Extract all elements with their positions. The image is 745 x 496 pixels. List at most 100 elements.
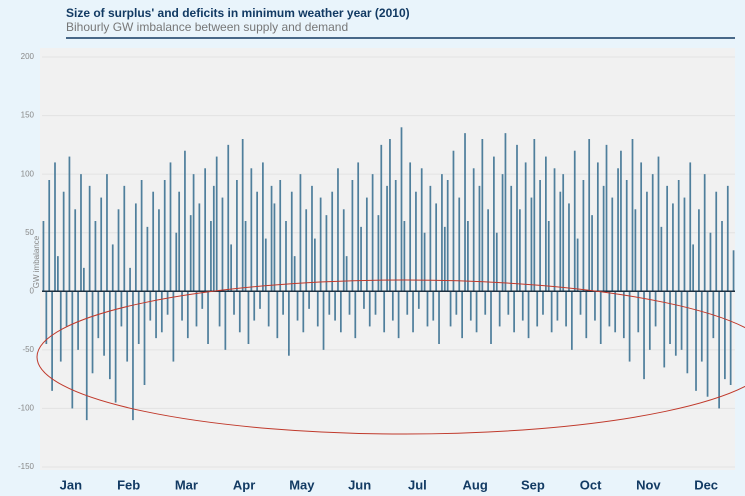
y-tick-label: -150 bbox=[18, 462, 35, 471]
bar bbox=[83, 267, 85, 292]
bar bbox=[48, 180, 51, 292]
bar bbox=[634, 209, 637, 292]
bar bbox=[651, 174, 654, 292]
bar bbox=[215, 156, 218, 292]
bar bbox=[374, 291, 377, 315]
bar bbox=[106, 174, 108, 292]
bar bbox=[724, 291, 726, 380]
bar bbox=[461, 291, 463, 339]
bar bbox=[45, 291, 48, 344]
bar bbox=[533, 139, 536, 292]
bar bbox=[334, 291, 336, 321]
x-tick-label: Oct bbox=[580, 477, 602, 492]
bar bbox=[331, 191, 334, 292]
bar bbox=[337, 168, 339, 292]
bar bbox=[207, 291, 209, 344]
bar bbox=[605, 144, 608, 292]
bar bbox=[579, 291, 582, 315]
bar bbox=[288, 291, 290, 356]
bar bbox=[475, 291, 478, 333]
bar bbox=[114, 291, 117, 403]
bar bbox=[435, 203, 438, 292]
bar bbox=[406, 291, 409, 315]
bar bbox=[452, 150, 455, 292]
bar bbox=[394, 180, 397, 292]
bar bbox=[689, 162, 692, 292]
bar bbox=[91, 291, 94, 374]
bar bbox=[409, 162, 412, 292]
bar bbox=[270, 185, 273, 292]
bar bbox=[536, 291, 539, 327]
bar bbox=[469, 291, 472, 321]
bar bbox=[201, 291, 204, 309]
bar bbox=[308, 291, 310, 309]
bar bbox=[383, 291, 386, 333]
bar bbox=[169, 162, 172, 292]
bar bbox=[426, 291, 429, 327]
bar bbox=[88, 185, 91, 292]
bar bbox=[74, 209, 77, 292]
bar bbox=[328, 291, 331, 315]
x-tick-label: Nov bbox=[636, 477, 661, 492]
bar bbox=[65, 291, 68, 327]
bar bbox=[51, 291, 53, 391]
bar bbox=[160, 291, 163, 333]
bar bbox=[345, 256, 348, 292]
bar bbox=[692, 244, 694, 292]
bar bbox=[498, 291, 501, 327]
y-tick-label: 50 bbox=[25, 228, 34, 237]
bar bbox=[542, 291, 544, 315]
bar bbox=[172, 291, 175, 362]
bar bbox=[547, 221, 550, 292]
bar bbox=[184, 150, 186, 292]
bar bbox=[565, 291, 567, 327]
bar bbox=[507, 291, 510, 315]
bar bbox=[709, 232, 712, 292]
bar bbox=[302, 291, 305, 333]
bar bbox=[501, 174, 504, 292]
bar bbox=[296, 291, 299, 321]
bar bbox=[241, 139, 244, 292]
bar bbox=[42, 221, 45, 292]
bar bbox=[120, 291, 123, 327]
bar bbox=[293, 256, 296, 292]
bar bbox=[152, 191, 155, 292]
bar bbox=[539, 180, 541, 292]
x-tick-label: Sep bbox=[521, 477, 545, 492]
y-tick-label: 0 bbox=[30, 286, 35, 295]
bar bbox=[365, 197, 368, 292]
bar bbox=[247, 291, 250, 344]
bar bbox=[140, 180, 143, 292]
bar bbox=[467, 221, 469, 292]
bar bbox=[181, 291, 183, 321]
bar bbox=[637, 291, 640, 333]
bar bbox=[166, 291, 169, 315]
bar bbox=[441, 174, 443, 292]
bar bbox=[617, 168, 619, 292]
y-tick-label: 200 bbox=[21, 52, 35, 61]
bar bbox=[472, 168, 475, 292]
bar bbox=[640, 162, 643, 292]
bar bbox=[264, 238, 267, 292]
bar bbox=[68, 156, 71, 292]
bar bbox=[513, 291, 515, 333]
bar bbox=[400, 127, 403, 292]
bar bbox=[85, 291, 88, 421]
bar bbox=[126, 291, 129, 362]
bar bbox=[545, 156, 547, 292]
bar bbox=[698, 209, 700, 292]
bar bbox=[493, 156, 495, 292]
bar bbox=[703, 174, 706, 292]
bar bbox=[614, 291, 617, 333]
bar bbox=[189, 215, 192, 292]
x-tick-label: Aug bbox=[462, 477, 487, 492]
bar bbox=[371, 174, 374, 292]
bar bbox=[210, 221, 212, 292]
bar bbox=[666, 185, 669, 292]
bar bbox=[568, 203, 570, 292]
bar bbox=[348, 291, 351, 315]
bar bbox=[253, 291, 256, 321]
chart-title: Size of surplus' and deficits in minimum… bbox=[66, 6, 410, 20]
x-tick-label: Jan bbox=[60, 477, 82, 492]
bar bbox=[504, 133, 507, 292]
